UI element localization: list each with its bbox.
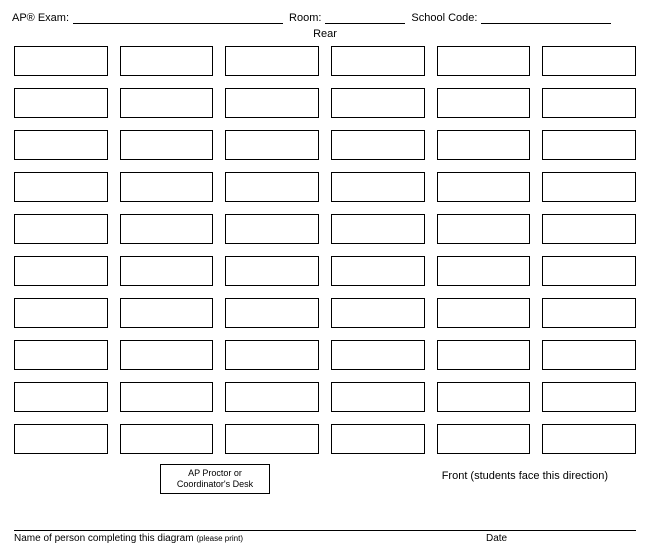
seat-box[interactable] — [225, 298, 319, 328]
seat-box[interactable] — [225, 424, 319, 454]
seat-box[interactable] — [14, 298, 108, 328]
seat-box[interactable] — [14, 172, 108, 202]
exam-blank[interactable] — [73, 12, 283, 24]
date-caption: Date — [486, 533, 636, 544]
seat-box[interactable] — [14, 46, 108, 76]
seat-box[interactable] — [120, 340, 214, 370]
seat-box[interactable] — [225, 382, 319, 412]
name-label: Name of person completing this diagram — [14, 533, 196, 544]
seat-box[interactable] — [331, 88, 425, 118]
seat-box[interactable] — [542, 298, 636, 328]
proctor-desk-box: AP Proctor or Coordinator's Desk — [160, 464, 270, 494]
seat-box[interactable] — [542, 340, 636, 370]
seat-box[interactable] — [225, 340, 319, 370]
seat-box[interactable] — [331, 214, 425, 244]
seat-box[interactable] — [120, 382, 214, 412]
seat-box[interactable] — [437, 130, 531, 160]
seat-box[interactable] — [331, 172, 425, 202]
seat-box[interactable] — [120, 172, 214, 202]
seat-box[interactable] — [437, 340, 531, 370]
seat-box[interactable] — [120, 130, 214, 160]
seat-box[interactable] — [225, 46, 319, 76]
seat-box[interactable] — [14, 214, 108, 244]
seat-box[interactable] — [542, 88, 636, 118]
seat-box[interactable] — [14, 130, 108, 160]
please-print: (please print) — [196, 534, 243, 543]
seat-box[interactable] — [120, 46, 214, 76]
seating-chart-page: AP® Exam: Room: School Code: Rear AP Pro… — [0, 0, 650, 554]
seat-box[interactable] — [120, 214, 214, 244]
seat-box[interactable] — [225, 172, 319, 202]
signature-line — [14, 530, 636, 531]
seat-box[interactable] — [437, 172, 531, 202]
seat-box[interactable] — [437, 424, 531, 454]
below-grid-row: AP Proctor or Coordinator's Desk Front (… — [12, 464, 638, 506]
seat-box[interactable] — [542, 172, 636, 202]
seat-box[interactable] — [225, 88, 319, 118]
seat-box[interactable] — [437, 46, 531, 76]
seat-box[interactable] — [14, 88, 108, 118]
seat-box[interactable] — [14, 382, 108, 412]
front-label: Front (students face this direction) — [442, 470, 608, 482]
rear-label: Rear — [12, 28, 638, 40]
seat-box[interactable] — [542, 424, 636, 454]
seat-box[interactable] — [437, 298, 531, 328]
seat-box[interactable] — [120, 424, 214, 454]
seat-box[interactable] — [331, 424, 425, 454]
seat-box[interactable] — [437, 256, 531, 286]
seat-box[interactable] — [542, 256, 636, 286]
seat-box[interactable] — [225, 214, 319, 244]
seat-box[interactable] — [331, 340, 425, 370]
signature-row: Name of person completing this diagram (… — [14, 533, 636, 544]
seat-grid — [12, 46, 638, 454]
seat-box[interactable] — [437, 88, 531, 118]
name-caption: Name of person completing this diagram (… — [14, 533, 486, 544]
seat-box[interactable] — [331, 46, 425, 76]
seat-box[interactable] — [331, 130, 425, 160]
seat-box[interactable] — [331, 382, 425, 412]
room-label: Room: — [289, 12, 321, 24]
seat-box[interactable] — [14, 340, 108, 370]
school-code-blank[interactable] — [481, 12, 611, 24]
seat-box[interactable] — [120, 256, 214, 286]
seat-box[interactable] — [437, 382, 531, 412]
proctor-line-2: Coordinator's Desk — [163, 479, 267, 490]
seat-box[interactable] — [225, 130, 319, 160]
seat-box[interactable] — [331, 298, 425, 328]
seat-box[interactable] — [542, 214, 636, 244]
seat-box[interactable] — [14, 424, 108, 454]
seat-box[interactable] — [120, 88, 214, 118]
seat-box[interactable] — [542, 130, 636, 160]
header-row: AP® Exam: Room: School Code: — [12, 12, 638, 24]
seat-box[interactable] — [437, 214, 531, 244]
seat-box[interactable] — [542, 382, 636, 412]
seat-box[interactable] — [542, 46, 636, 76]
school-code-label: School Code: — [411, 12, 477, 24]
seat-box[interactable] — [120, 298, 214, 328]
seat-box[interactable] — [225, 256, 319, 286]
seat-box[interactable] — [331, 256, 425, 286]
exam-label: AP® Exam: — [12, 12, 69, 24]
seat-box[interactable] — [14, 256, 108, 286]
room-blank[interactable] — [325, 12, 405, 24]
proctor-line-1: AP Proctor or — [163, 468, 267, 479]
